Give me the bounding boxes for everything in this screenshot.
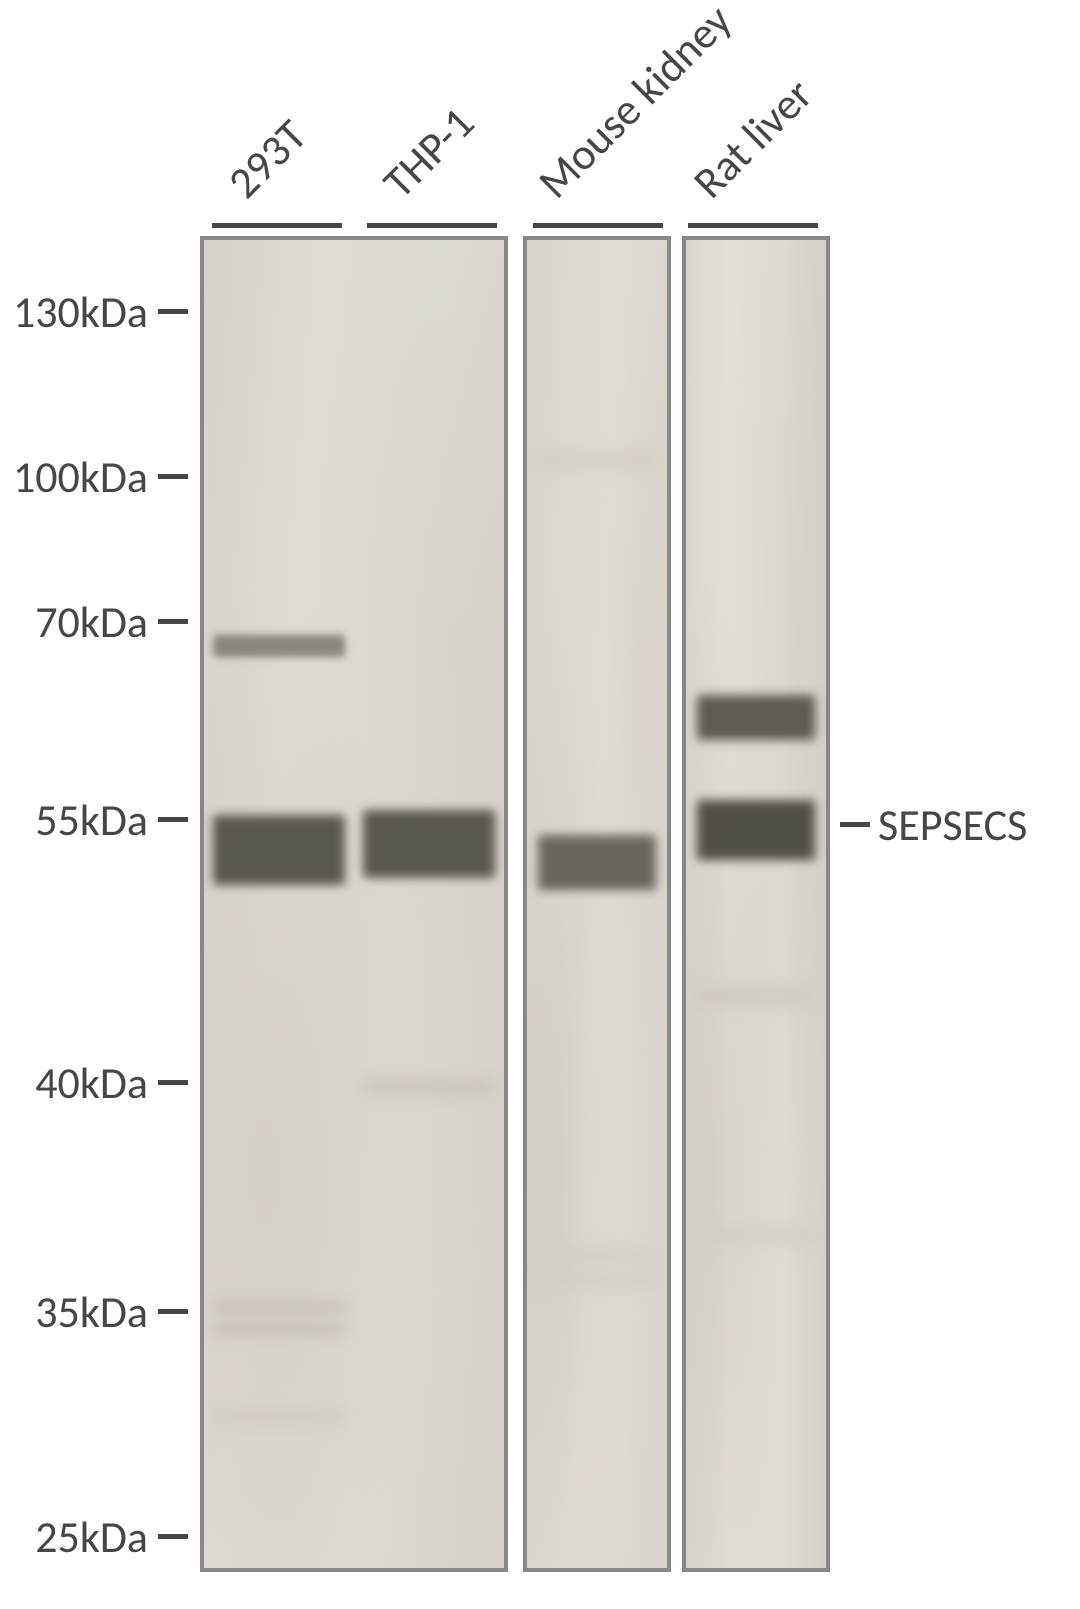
- marker-tick-6: [158, 1534, 188, 1539]
- marker-tick-0: [158, 309, 188, 314]
- band-0-0-4: [213, 1410, 345, 1422]
- marker-label-3: 55kDa: [35, 793, 148, 847]
- marker-label-4: 40kDa: [35, 1056, 148, 1110]
- blot-box-1: [523, 236, 671, 1572]
- band-1-0-1: [538, 835, 656, 890]
- marker-tick-1: [158, 474, 188, 479]
- marker-tick-4: [158, 1080, 188, 1085]
- blot-box-0: [200, 236, 508, 1572]
- marker-label-1: 100kDa: [13, 450, 148, 504]
- band-2-0-0: [697, 695, 815, 740]
- band-1-0-0: [538, 455, 656, 465]
- lane-label-1: THP-1: [372, 96, 485, 209]
- marker-tick-3: [158, 817, 188, 822]
- band-1-0-2: [538, 1250, 656, 1260]
- blot-box-2: [682, 236, 830, 1572]
- lane-underline-0: [212, 223, 342, 228]
- lane-underline-3: [688, 223, 818, 228]
- band-0-0-1: [213, 815, 345, 885]
- marker-label-6: 25kDa: [35, 1510, 148, 1564]
- band-1-0-3: [538, 1275, 656, 1285]
- lane-label-3: Rat liver: [682, 67, 824, 209]
- marker-label-2: 70kDa: [35, 595, 148, 649]
- band-0-0-3: [213, 1322, 345, 1336]
- marker-tick-2: [158, 619, 188, 624]
- target-label: SEPSECS: [878, 798, 1027, 852]
- marker-label-5: 35kDa: [35, 1285, 148, 1339]
- lane-label-0: 293T: [217, 108, 318, 209]
- band-2-0-2: [697, 990, 815, 1002]
- lane-underline-1: [367, 223, 497, 228]
- marker-tick-5: [158, 1309, 188, 1314]
- band-0-1-0: [363, 810, 495, 878]
- target-tick: [840, 822, 870, 827]
- band-2-0-1: [697, 800, 815, 860]
- band-0-0-2: [213, 1300, 345, 1314]
- band-2-0-3: [697, 1230, 815, 1240]
- lane-underline-2: [533, 223, 663, 228]
- marker-label-0: 130kDa: [13, 285, 148, 339]
- band-0-0-0: [213, 635, 345, 657]
- band-0-1-1: [363, 1080, 495, 1094]
